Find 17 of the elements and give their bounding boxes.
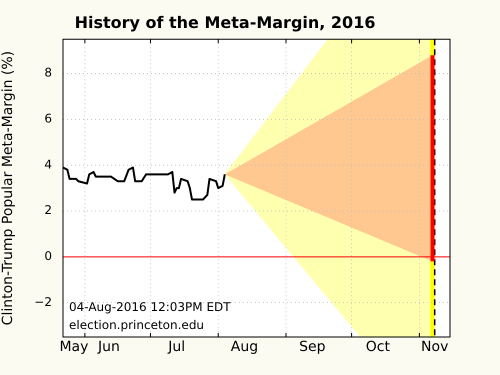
x-tick-label: Oct: [366, 339, 390, 356]
x-tick-label: Aug: [230, 339, 258, 356]
y-axis-title: Clinton-Trump Popular Meta-Margin (%): [0, 50, 16, 326]
y-tick-label: 2: [44, 203, 52, 218]
annotation: 04-Aug-2016 12:03PM EDT: [69, 300, 232, 314]
y-tick-label: −2: [34, 294, 52, 309]
x-tick-label: Jul: [167, 339, 186, 356]
y-tick-label: 0: [44, 248, 52, 263]
y-tick-label: 8: [44, 66, 52, 80]
y-tick-label: 6: [44, 112, 52, 126]
chart-title: History of the Meta-Margin, 2016: [74, 12, 376, 32]
x-tick-label: Jun: [96, 339, 120, 356]
x-tick-label: May: [59, 339, 88, 356]
annotation: election.princeton.edu: [69, 318, 204, 332]
x-tick-label: Sep: [299, 339, 326, 356]
x-tick-label: Nov: [421, 339, 448, 356]
y-tick-label: 4: [44, 157, 52, 172]
